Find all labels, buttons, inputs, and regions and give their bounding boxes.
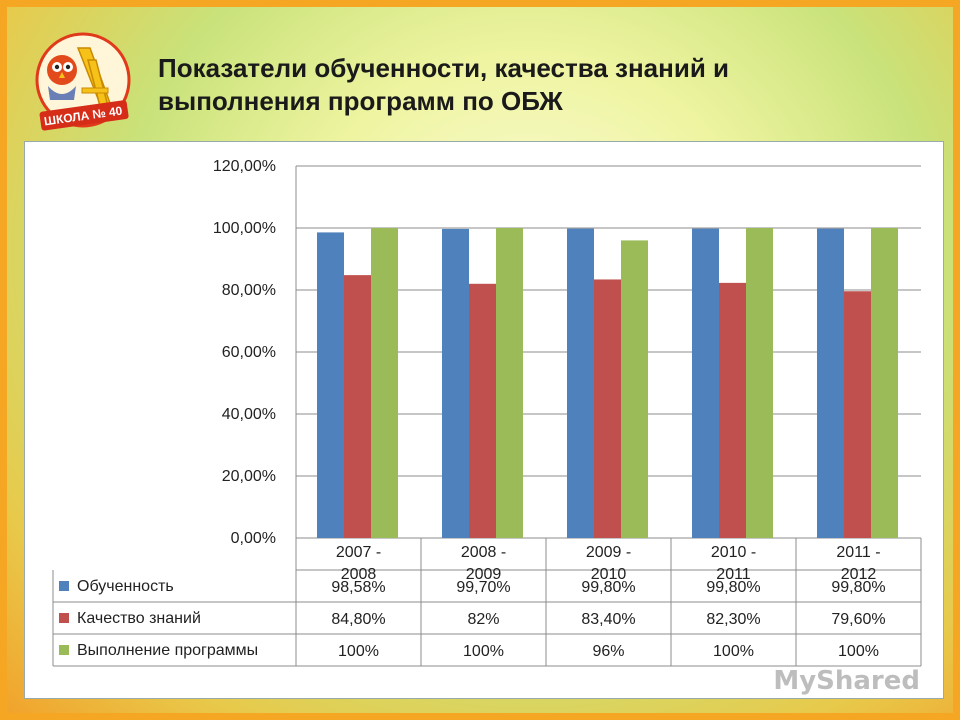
bar	[719, 282, 746, 538]
bar	[442, 228, 469, 538]
data-label: 98,58%	[331, 579, 385, 596]
data-label: 83,40%	[581, 611, 635, 628]
bar	[746, 228, 773, 538]
bar	[871, 228, 898, 538]
legend-key	[59, 581, 69, 591]
data-label: 82,30%	[706, 611, 760, 628]
data-label: 82%	[467, 611, 499, 628]
bar	[817, 228, 844, 538]
bar	[371, 228, 398, 538]
category-label: 2007 -2008	[336, 544, 381, 583]
bar	[496, 228, 523, 538]
legend-label: Качество знаний	[77, 610, 201, 627]
y-tick-label: 0,00%	[231, 530, 276, 547]
data-label: 99,80%	[706, 579, 760, 596]
bar	[621, 240, 648, 538]
y-tick-label: 60,00%	[222, 344, 276, 361]
bar	[317, 232, 344, 538]
bar	[844, 291, 871, 538]
chart-panel: 0,00% 20,00% 40,00% 60,00% 80,00% 100,00% 120,…	[24, 141, 944, 699]
data-label: 84,80%	[331, 611, 385, 628]
data-label: 100%	[338, 643, 379, 660]
page-title: Показатели обученности, качества знаний …	[158, 52, 918, 118]
y-tick-label: 100,00%	[213, 220, 276, 237]
data-label: 100%	[463, 643, 504, 660]
bar	[344, 275, 371, 538]
data-label: 99,80%	[581, 579, 635, 596]
legend-key	[59, 645, 69, 655]
legend-label: Обученность	[77, 578, 174, 595]
y-tick-label: 20,00%	[222, 468, 276, 485]
y-tick-label: 80,00%	[222, 282, 276, 299]
data-label: 100%	[838, 643, 879, 660]
data-label: 99,70%	[456, 579, 510, 596]
data-label: 79,60%	[831, 611, 885, 628]
data-label: 99,80%	[831, 579, 885, 596]
bar	[567, 228, 594, 538]
y-tick-label: 40,00%	[222, 406, 276, 423]
data-label: 100%	[713, 643, 754, 660]
bar	[692, 228, 719, 538]
legend-label: Выполнение программы	[77, 642, 258, 659]
bar	[469, 283, 496, 538]
title-line-1: Показатели обученности, качества знаний …	[158, 53, 730, 83]
bar	[594, 279, 621, 538]
category-label: 2009 -2010	[586, 544, 631, 583]
data-label: 96%	[592, 643, 624, 660]
legend-key	[59, 613, 69, 623]
category-label: 2010 -2011	[711, 544, 756, 583]
bar-chart: 0,00% 20,00% 40,00% 60,00% 80,00% 100,00% 120,…	[52, 158, 922, 667]
category-label: 2011 -2012	[836, 544, 880, 583]
watermark: MyShared	[773, 666, 920, 696]
title-line-2: выполнения программ по ОБЖ	[158, 86, 563, 116]
y-tick-label: 120,00%	[213, 158, 276, 175]
category-label: 2008 -2009	[461, 544, 506, 583]
school-logo: ШКОЛА № 40	[35, 32, 131, 131]
